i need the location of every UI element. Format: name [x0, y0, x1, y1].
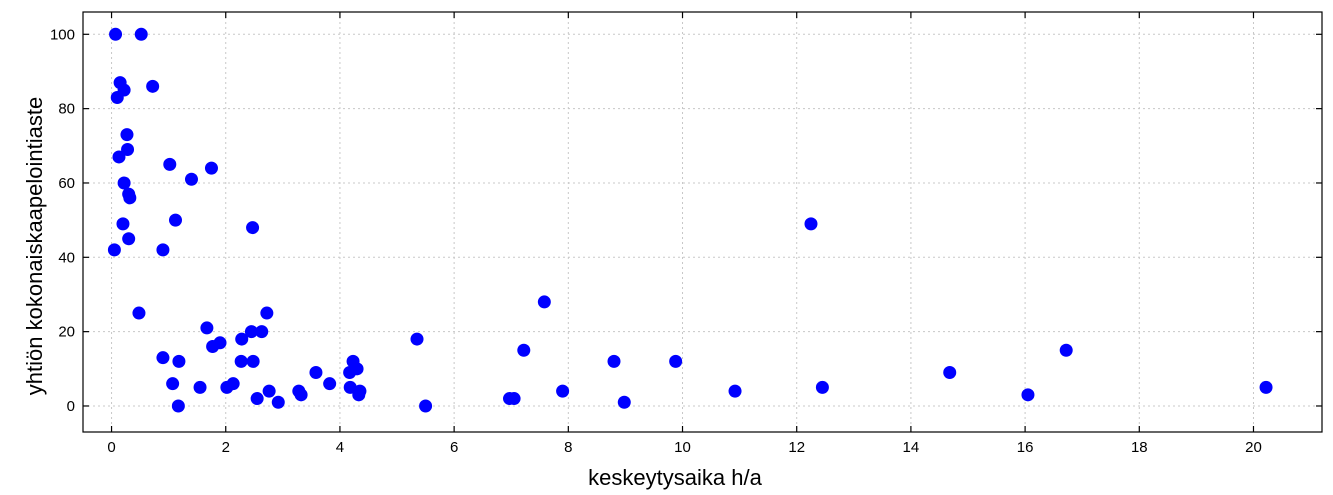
data-point: [172, 354, 186, 368]
data-point: [117, 176, 131, 190]
y-tick-label: 80: [58, 101, 75, 118]
data-point: [134, 27, 148, 41]
data-points: [107, 27, 1273, 413]
x-tick-label: 14: [903, 439, 920, 456]
x-tick-label: 4: [336, 439, 344, 456]
data-point: [669, 354, 683, 368]
data-point: [607, 354, 621, 368]
data-point: [110, 90, 124, 104]
data-point: [235, 332, 249, 346]
y-tick-label: 40: [58, 249, 75, 266]
data-point: [156, 243, 170, 257]
data-point: [250, 392, 264, 406]
data-point: [122, 232, 136, 246]
data-point: [204, 161, 218, 175]
data-point: [107, 243, 121, 257]
data-point: [1259, 380, 1273, 394]
data-point: [146, 79, 160, 93]
y-tick-label: 100: [50, 26, 75, 43]
data-point: [234, 354, 248, 368]
x-tick-label: 16: [1017, 439, 1034, 456]
data-point: [507, 392, 521, 406]
y-axis-ticks: 0 20 40 60 80 100: [50, 26, 1322, 415]
data-point: [120, 128, 134, 142]
y-tick-label: 60: [58, 175, 75, 192]
data-point: [260, 306, 274, 320]
plot-frame: [82, 11, 1323, 433]
data-point: [294, 388, 308, 402]
data-point: [419, 399, 433, 413]
data-point: [123, 191, 137, 205]
data-point: [271, 395, 285, 409]
data-point: [163, 157, 177, 171]
data-point: [244, 325, 258, 339]
x-tick-label: 12: [788, 439, 805, 456]
data-point: [132, 306, 146, 320]
data-point: [121, 143, 135, 157]
data-point: [168, 213, 182, 227]
data-point: [184, 172, 198, 186]
data-point: [537, 295, 551, 309]
data-point: [556, 384, 570, 398]
x-tick-label: 6: [450, 439, 458, 456]
data-point: [166, 377, 180, 391]
x-axis-ticks: 0 2 4 6 8 10 12 14 16 18 20: [107, 12, 1262, 456]
data-point: [255, 325, 269, 339]
data-point: [343, 366, 357, 380]
data-point: [246, 354, 260, 368]
data-point: [804, 217, 818, 231]
data-point: [517, 343, 531, 357]
data-point: [246, 221, 260, 235]
data-point: [262, 384, 276, 398]
grid-lines: [83, 12, 1322, 432]
x-tick-label: 20: [1245, 439, 1262, 456]
x-tick-label: 2: [222, 439, 230, 456]
data-point: [323, 377, 337, 391]
data-point: [116, 217, 130, 231]
data-point: [109, 27, 123, 41]
x-tick-label: 18: [1131, 439, 1148, 456]
data-point: [1059, 343, 1073, 357]
data-point: [943, 366, 957, 380]
data-point: [220, 380, 234, 394]
data-point: [171, 399, 185, 413]
y-axis-title: yhtiön kokonaiskaapelointiaste: [22, 97, 47, 395]
data-point: [206, 340, 220, 354]
data-point: [815, 380, 829, 394]
data-point: [1021, 388, 1035, 402]
y-tick-label: 0: [67, 398, 75, 415]
data-point: [617, 395, 631, 409]
x-axis-title: keskeytysaika h/a: [588, 465, 762, 490]
data-point: [410, 332, 424, 346]
data-point: [352, 388, 366, 402]
data-point: [112, 150, 126, 164]
data-point: [156, 351, 170, 365]
x-tick-label: 0: [107, 439, 115, 456]
data-point: [200, 321, 214, 335]
data-point: [193, 380, 207, 394]
x-tick-label: 8: [564, 439, 572, 456]
data-point: [309, 366, 323, 380]
y-tick-label: 20: [58, 324, 75, 341]
data-point: [728, 384, 742, 398]
x-tick-label: 10: [674, 439, 691, 456]
